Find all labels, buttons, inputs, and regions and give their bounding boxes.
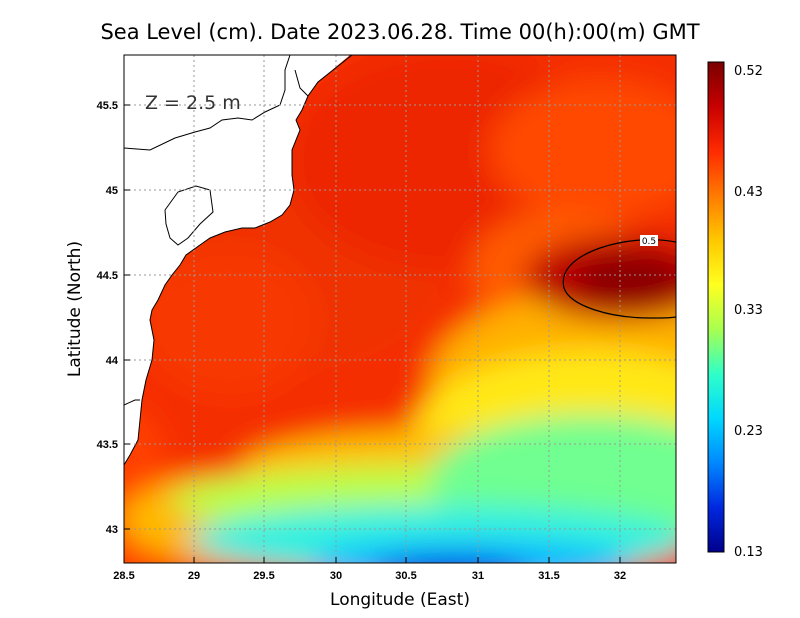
y-tick-label: 44.5 [97, 270, 118, 282]
y-axis-title: Latitude (North) [65, 241, 85, 377]
x-tick-label: 31.5 [538, 570, 559, 582]
x-tick-label: 30.5 [395, 570, 416, 582]
contour-label-bg [640, 235, 658, 246]
y-tick-label: 43.5 [97, 439, 118, 451]
y-axis-ticks [124, 104, 130, 530]
x-tick-label: 28.5 [113, 570, 134, 582]
x-tick-label: 29 [188, 570, 200, 582]
y-axis-tick-labels: 43 43.5 44 44.5 45 45.5 [97, 100, 119, 536]
colorbar-label: 0.33 [734, 303, 763, 318]
land-mask [124, 55, 350, 465]
y-tick-label: 45.5 [97, 100, 118, 112]
colorbar-label: 0.52 [734, 64, 763, 79]
y-tick-label: 43 [106, 524, 118, 536]
colorbar: 0.52 0.43 0.33 0.23 0.13 [707, 61, 763, 560]
x-tick-label: 30 [330, 570, 342, 582]
plot-area: 0.5 Z = 2.5 m [124, 55, 676, 563]
colorbar-label: 0.23 [734, 424, 763, 439]
graticule [124, 55, 676, 563]
colorbar-label: 0.13 [734, 545, 763, 560]
colorbar-label: 0.43 [734, 185, 763, 200]
x-axis-title: Longitude (East) [330, 590, 470, 610]
x-axis-tick-labels: 28.5 29 29.5 30 30.5 31 31.5 32 [113, 570, 626, 582]
contour-label: 0.5 [642, 237, 656, 247]
depth-label: Z = 2.5 m [145, 92, 241, 114]
x-axis-ticks [123, 557, 621, 563]
sea-level-field [124, 55, 676, 563]
plot-frame [123, 54, 677, 564]
x-tick-label: 31 [472, 570, 484, 582]
y-tick-label: 44 [106, 355, 119, 367]
y-tick-label: 45 [106, 185, 118, 197]
map-title: Sea Level (cm). Date 2023.06.28. Time 00… [100, 20, 699, 44]
colorbar-bar [707, 61, 725, 553]
coastline [124, 55, 353, 466]
x-tick-label: 29.5 [253, 570, 274, 582]
contour-0-5: 0.5 [562, 235, 676, 319]
x-tick-label: 32 [614, 570, 626, 582]
